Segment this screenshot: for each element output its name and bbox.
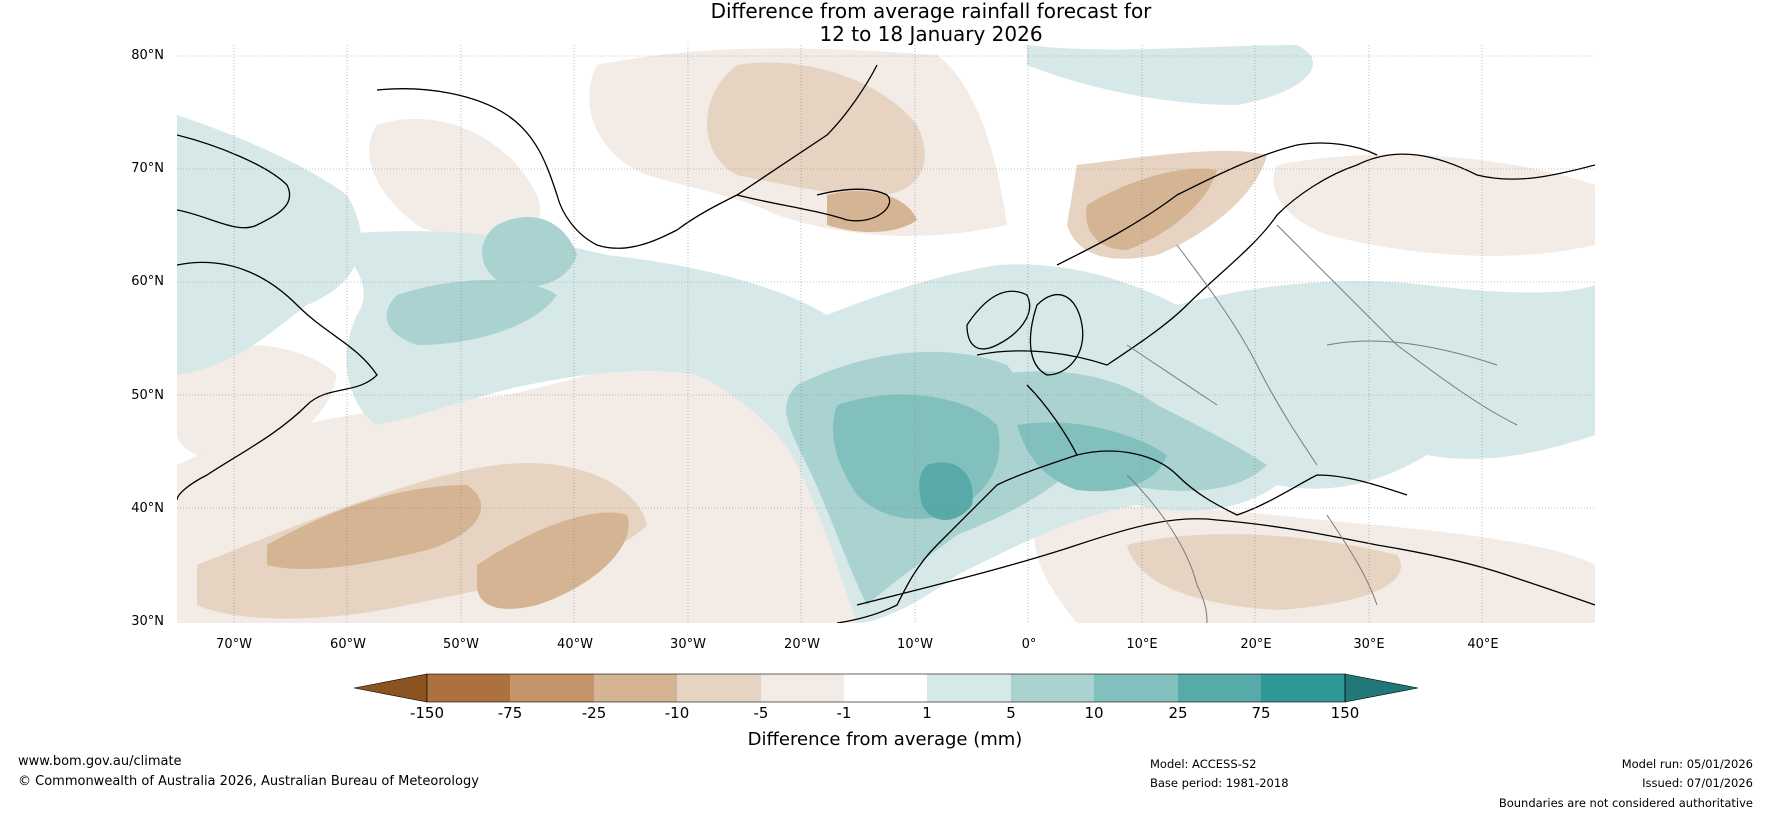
title-line-2: 12 to 18 January 2026 xyxy=(819,22,1043,46)
colorbar-tick-minus75: -75 xyxy=(497,704,523,722)
colorbar-bin-8 xyxy=(1011,674,1094,702)
country-borders xyxy=(1126,224,1518,623)
lat-label-40n: 40°N xyxy=(131,501,164,516)
lon-label-20e: 20°E xyxy=(1240,637,1272,652)
footer-model-run: Model run: 05/01/2026 xyxy=(1621,757,1753,771)
colorbar-bin-7 xyxy=(927,674,1011,702)
colorbar-bin-9 xyxy=(1094,674,1178,702)
colorbar-bin-1 xyxy=(427,674,510,702)
graticule xyxy=(177,45,1595,623)
lat-label-80n: 80°N xyxy=(131,48,164,63)
colorbar-bin-4 xyxy=(677,674,761,702)
lon-label-10w: 10°W xyxy=(897,637,933,652)
chart-title: Difference from average rainfall forecas… xyxy=(0,0,1770,46)
colorbar-tick-75: 75 xyxy=(1251,704,1271,722)
colorbar-bin-5 xyxy=(761,674,844,702)
colorbar-tick-minus5: -5 xyxy=(753,704,769,722)
lon-label-10e: 10°E xyxy=(1126,637,1158,652)
lon-label-0: 0° xyxy=(1021,637,1037,652)
wet-anomaly-regions xyxy=(177,45,1595,623)
footer-copyright: © Commonwealth of Australia 2026, Austra… xyxy=(18,774,479,789)
colorbar-tick-1: 1 xyxy=(922,704,932,722)
lon-label-40w: 40°W xyxy=(557,637,593,652)
lat-label-50n: 50°N xyxy=(131,388,164,403)
colorbar-bin-2 xyxy=(510,674,594,702)
colorbar-extend-high xyxy=(1344,673,1419,703)
dry-anomaly-regions xyxy=(177,48,1595,623)
colorbar-bin-10 xyxy=(1178,674,1261,702)
colorbar-tick-minus25: -25 xyxy=(581,704,607,722)
footer-base-period: Base period: 1981-2018 xyxy=(1150,776,1289,790)
colorbar-tick-minus10: -10 xyxy=(664,704,690,722)
rainfall-map xyxy=(177,45,1595,623)
colorbar-tick-10: 10 xyxy=(1084,704,1104,722)
lat-label-70n: 70°N xyxy=(131,161,164,176)
colorbar-bin-11 xyxy=(1261,674,1345,702)
title-line-1: Difference from average rainfall forecas… xyxy=(710,0,1152,23)
lon-label-30e: 30°E xyxy=(1353,637,1385,652)
colorbar-title: Difference from average (mm) xyxy=(747,729,1023,750)
lon-label-30w: 30°W xyxy=(670,637,706,652)
lon-label-70w: 70°W xyxy=(216,637,252,652)
colorbar-tick-150: 150 xyxy=(1330,704,1360,722)
lat-label-30n: 30°N xyxy=(131,614,164,629)
colorbar-tick-minus1: -1 xyxy=(836,704,852,722)
lon-label-20w: 20°W xyxy=(784,637,820,652)
colorbar-tick-25: 25 xyxy=(1168,704,1188,722)
colorbar-frame xyxy=(426,673,1346,703)
colorbar-extend-low xyxy=(353,673,428,703)
footer-issued: Issued: 07/01/2026 xyxy=(1642,776,1753,790)
colorbar-bin-6 xyxy=(844,674,927,702)
footer-website-link[interactable]: www.bom.gov.au/climate xyxy=(18,754,182,769)
lat-label-60n: 60°N xyxy=(131,274,164,289)
colorbar-bin-3 xyxy=(594,674,677,702)
lon-label-60w: 60°W xyxy=(330,637,366,652)
colorbar-tick-minus150: -150 xyxy=(409,704,445,722)
lon-label-40e: 40°E xyxy=(1467,637,1499,652)
footer-model: Model: ACCESS-S2 xyxy=(1150,757,1257,771)
footer-disclaimer: Boundaries are not considered authoritat… xyxy=(1498,796,1753,810)
coastlines xyxy=(177,64,1595,623)
colorbar-tick-5: 5 xyxy=(1006,704,1016,722)
lon-label-50w: 50°W xyxy=(443,637,479,652)
